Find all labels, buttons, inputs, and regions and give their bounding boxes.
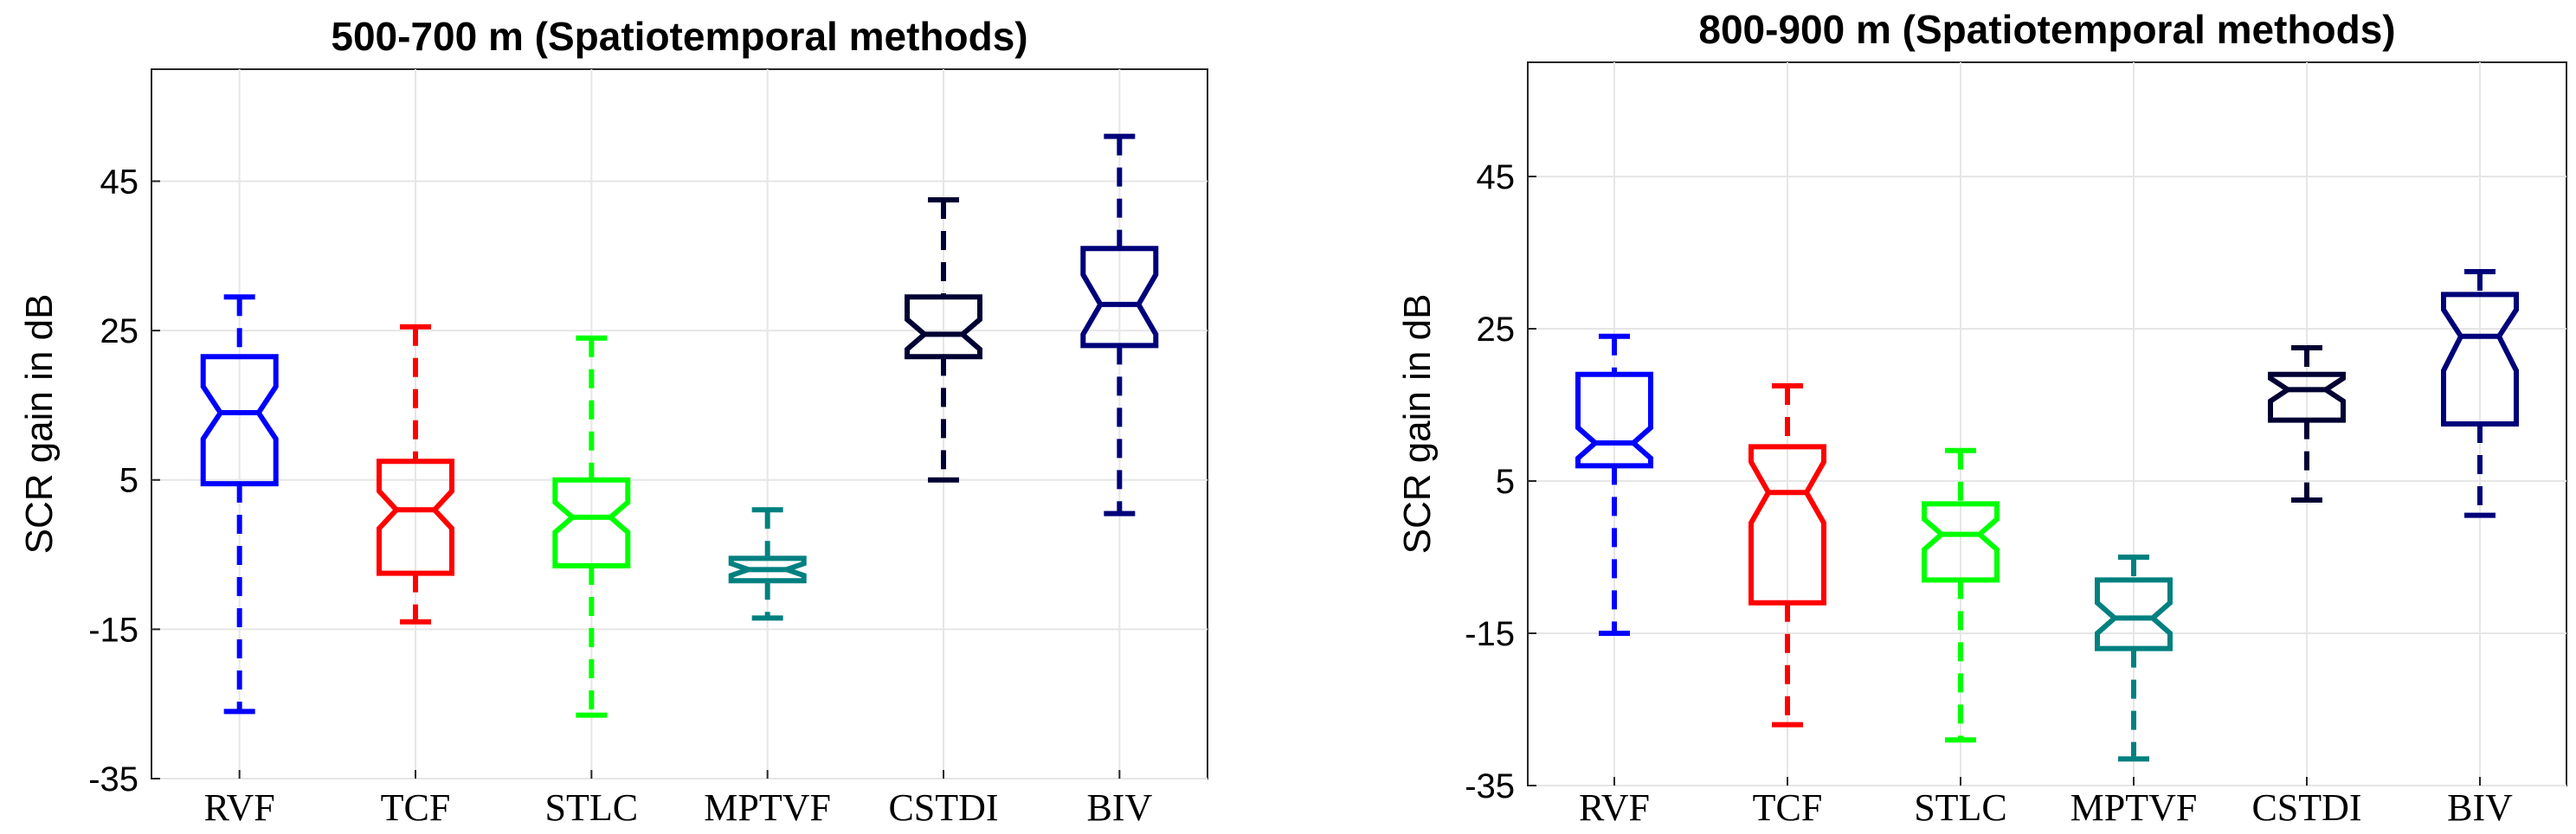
box <box>1748 444 1826 606</box>
chart-panel-left: -35 -15 5 25 45 RVF TCF STLC MPTVF CSTDI BIV 500-… <box>18 14 1208 829</box>
x-tick-label: CSTDI <box>2251 786 2361 829</box>
boxplot-stlc <box>1922 447 2000 743</box>
y-tick-label: -15 <box>1465 615 1515 653</box>
x-tick-label: BIV <box>1086 786 1152 829</box>
y-tick-label: -35 <box>1465 767 1515 805</box>
boxplot-rvf <box>1575 333 1653 636</box>
boxplots <box>1575 269 2519 762</box>
x-tick-label: STLC <box>1914 786 2007 829</box>
boxplot-tcf <box>377 324 454 625</box>
boxplot-cstdi <box>905 197 982 483</box>
x-axis: RVF TCF STLC MPTVF CSTDI BIV <box>1579 777 2513 829</box>
boxplots <box>200 133 1159 718</box>
x-tick-label: CSTDI <box>888 786 998 829</box>
gridlines <box>151 69 1208 779</box>
y-axis-label: SCR gain in dB <box>1396 294 1439 555</box>
plot-area <box>1527 61 2567 786</box>
boxplot-tcf <box>1748 383 1826 728</box>
y-axis-label: SCR gain in dB <box>18 294 61 555</box>
box <box>552 477 631 568</box>
y-axis: -35 -15 5 25 45 <box>1465 158 1536 805</box>
x-tick-label: RVF <box>1579 786 1650 829</box>
chart-panel-right: -35 -15 5 25 45 RVF TCF STLC MPTVF CSTDI BIV 800-… <box>1396 7 2567 829</box>
box <box>2268 371 2346 423</box>
x-tick-label: MPTVF <box>2070 786 2198 829</box>
plot-area <box>151 68 1208 779</box>
x-tick-label: RVF <box>204 786 275 829</box>
x-tick-label: TCF <box>1753 786 1823 829</box>
chart-title: 500-700 m (Spatiotemporal methods) <box>331 14 1027 59</box>
x-tick-label: TCF <box>381 786 451 829</box>
box <box>200 354 279 487</box>
box <box>2441 292 2519 427</box>
x-tick-label: BIV <box>2447 786 2513 829</box>
boxplot-cstdi <box>2268 345 2346 503</box>
box <box>1575 371 1653 469</box>
boxplot-biv <box>1080 133 1159 516</box>
box <box>1922 501 2000 583</box>
y-tick-label: -15 <box>88 611 138 649</box>
x-axis: RVF TCF STLC MPTVF CSTDI BIV <box>204 770 1152 829</box>
boxplot-mptvf <box>728 507 807 621</box>
y-axis: -35 -15 5 25 45 <box>88 163 160 799</box>
boxplot-biv <box>2441 269 2519 518</box>
chart-title: 800-900 m (Spatiotemporal methods) <box>1698 7 2395 52</box>
box <box>377 459 454 576</box>
box <box>2095 577 2173 651</box>
y-tick-label: 5 <box>119 462 138 500</box>
y-tick-label: 25 <box>1477 311 1516 349</box>
box <box>728 555 807 584</box>
y-tick-label: 25 <box>100 312 139 350</box>
boxplot-stlc <box>552 335 631 718</box>
y-tick-label: 45 <box>1477 158 1516 196</box>
boxplot-rvf <box>200 294 279 715</box>
box <box>905 294 982 360</box>
x-tick-label: STLC <box>545 786 639 829</box>
y-tick-label: 5 <box>1496 463 1515 501</box>
x-tick-label: MPTVF <box>704 786 831 829</box>
y-tick-label: 45 <box>100 163 139 201</box>
boxplot-mptvf <box>2095 555 2173 762</box>
box <box>1080 246 1159 349</box>
y-tick-label: -35 <box>88 760 138 799</box>
